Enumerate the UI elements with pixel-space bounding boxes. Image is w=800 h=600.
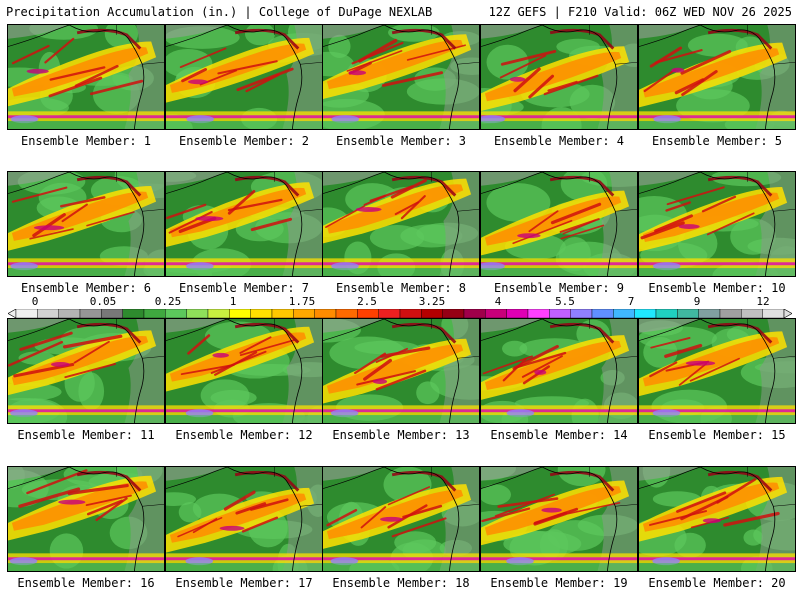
ensemble-member-label: Ensemble Member: 8 — [335, 281, 467, 295]
colorbar-tick-label: 0.05 — [89, 295, 117, 308]
ensemble-map-11 — [7, 318, 165, 424]
ensemble-map-14 — [480, 318, 638, 424]
run-valid-time: 12Z GEFS | F210 Valid: 06Z WED NOV 26 20… — [488, 5, 792, 19]
colorbar-tick-label: 5.5 — [555, 295, 575, 308]
colorbar-tick-label: 12 — [756, 295, 770, 308]
ensemble-map-16 — [7, 466, 165, 572]
page-title: Precipitation Accumulation (in.) | Colle… — [6, 5, 433, 19]
ensemble-member-label: Ensemble Member: 12 — [175, 428, 313, 442]
colorbar-tick-label: 1 — [229, 295, 237, 308]
ensemble-map-17 — [165, 466, 323, 572]
ensemble-map-19 — [480, 466, 638, 572]
ensemble-member-label: Ensemble Member: 2 — [178, 134, 310, 148]
ensemble-member-label: Ensemble Member: 1 — [20, 134, 152, 148]
ensemble-map-8 — [322, 171, 480, 277]
ensemble-member-label: Ensemble Member: 18 — [332, 576, 470, 590]
precip-colorbar — [8, 309, 792, 318]
ensemble-map-15 — [638, 318, 796, 424]
colorbar-tick-label: 4 — [494, 295, 502, 308]
ensemble-member-label: Ensemble Member: 3 — [335, 134, 467, 148]
ensemble-map-12 — [165, 318, 323, 424]
ensemble-map-3 — [322, 24, 480, 130]
colorbar-tick-label: 1.75 — [288, 295, 316, 308]
ensemble-member-label: Ensemble Member: 13 — [332, 428, 470, 442]
ensemble-map-5 — [638, 24, 796, 130]
ensemble-map-10 — [638, 171, 796, 277]
ensemble-map-6 — [7, 171, 165, 277]
ensemble-map-18 — [322, 466, 480, 572]
ensemble-map-13 — [322, 318, 480, 424]
ensemble-member-label: Ensemble Member: 17 — [175, 576, 313, 590]
ensemble-member-label: Ensemble Member: 14 — [490, 428, 628, 442]
ensemble-member-label: Ensemble Member: 5 — [651, 134, 783, 148]
colorbar-tick-label: 2.5 — [357, 295, 377, 308]
ensemble-member-label: Ensemble Member: 7 — [178, 281, 310, 295]
ensemble-member-label: Ensemble Member: 19 — [490, 576, 628, 590]
colorbar-tick-label: 3.25 — [418, 295, 446, 308]
ensemble-map-1 — [7, 24, 165, 130]
ensemble-member-label: Ensemble Member: 4 — [493, 134, 625, 148]
ensemble-member-label: Ensemble Member: 10 — [648, 281, 786, 295]
ensemble-map-2 — [165, 24, 323, 130]
colorbar-tick-label: 7 — [627, 295, 635, 308]
ensemble-member-label: Ensemble Member: 20 — [648, 576, 786, 590]
ensemble-map-20 — [638, 466, 796, 572]
ensemble-member-label: Ensemble Member: 15 — [648, 428, 786, 442]
colorbar-tick-label: 0.25 — [154, 295, 182, 308]
colorbar-tick-label: 9 — [693, 295, 701, 308]
ensemble-member-label: Ensemble Member: 6 — [20, 281, 152, 295]
ensemble-map-4 — [480, 24, 638, 130]
ensemble-member-label: Ensemble Member: 16 — [17, 576, 155, 590]
ensemble-member-label: Ensemble Member: 11 — [17, 428, 155, 442]
ensemble-member-label: Ensemble Member: 9 — [493, 281, 625, 295]
ensemble-map-7 — [165, 171, 323, 277]
colorbar-tick-label: 0 — [31, 295, 39, 308]
ensemble-map-9 — [480, 171, 638, 277]
